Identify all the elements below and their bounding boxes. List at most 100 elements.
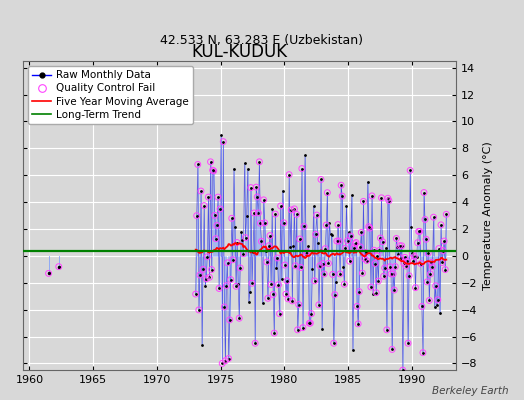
Point bbox=[252, 184, 260, 190]
Point bbox=[228, 256, 237, 263]
Point bbox=[260, 220, 269, 226]
Point bbox=[242, 234, 250, 241]
Point bbox=[441, 266, 450, 273]
Point bbox=[438, 259, 446, 266]
Point bbox=[232, 283, 240, 290]
Point bbox=[402, 263, 410, 269]
Point bbox=[442, 211, 451, 218]
Point bbox=[267, 281, 275, 288]
Point bbox=[212, 236, 220, 242]
Point bbox=[374, 278, 383, 284]
Point bbox=[409, 258, 418, 264]
Point bbox=[281, 262, 289, 268]
Point bbox=[408, 250, 417, 257]
Point bbox=[302, 251, 310, 257]
Point bbox=[368, 193, 376, 199]
Point bbox=[321, 246, 330, 252]
Point bbox=[199, 266, 208, 272]
Point bbox=[324, 260, 333, 266]
Point bbox=[194, 307, 203, 313]
Point bbox=[386, 264, 394, 270]
Point bbox=[316, 262, 324, 269]
Point bbox=[416, 228, 424, 234]
Point bbox=[226, 276, 235, 283]
Point bbox=[431, 282, 440, 289]
Point bbox=[426, 271, 434, 277]
Point bbox=[250, 210, 258, 216]
Point bbox=[376, 235, 385, 241]
Point bbox=[413, 240, 422, 246]
Point bbox=[248, 280, 256, 286]
Point bbox=[422, 236, 430, 242]
Point bbox=[220, 304, 228, 310]
Point bbox=[343, 238, 352, 244]
Point bbox=[224, 355, 233, 362]
Point bbox=[395, 242, 403, 249]
Point bbox=[225, 317, 234, 323]
Point bbox=[54, 264, 63, 270]
Point bbox=[401, 254, 409, 260]
Point bbox=[358, 270, 367, 276]
Point bbox=[45, 270, 53, 276]
Point bbox=[274, 282, 282, 288]
Point bbox=[204, 194, 213, 200]
Point bbox=[203, 254, 212, 260]
Point bbox=[366, 225, 374, 231]
Point bbox=[292, 211, 301, 218]
Point bbox=[235, 315, 243, 322]
Point bbox=[193, 161, 202, 168]
Point bbox=[277, 203, 285, 209]
Point bbox=[414, 228, 423, 234]
Point bbox=[367, 284, 375, 290]
Point bbox=[218, 360, 226, 367]
Point bbox=[200, 202, 209, 209]
Point bbox=[236, 265, 245, 271]
Point bbox=[311, 231, 320, 238]
Point bbox=[335, 238, 343, 244]
Point bbox=[389, 271, 397, 277]
Point bbox=[377, 195, 386, 201]
Point bbox=[419, 350, 427, 356]
Point bbox=[355, 288, 363, 295]
Point bbox=[391, 263, 399, 270]
Point bbox=[219, 138, 227, 145]
Point bbox=[209, 167, 217, 173]
Point bbox=[350, 245, 358, 251]
Point bbox=[433, 296, 442, 303]
Point bbox=[283, 278, 291, 284]
Point bbox=[363, 257, 371, 264]
Point bbox=[215, 285, 223, 292]
Text: 42.533 N, 63.283 E (Uzbekistan): 42.533 N, 63.283 E (Uzbekistan) bbox=[160, 34, 364, 47]
Point bbox=[306, 320, 314, 326]
Point bbox=[388, 346, 396, 353]
Point bbox=[322, 222, 331, 228]
Point bbox=[423, 279, 431, 285]
Point bbox=[208, 266, 216, 273]
Point bbox=[251, 340, 259, 346]
Point bbox=[340, 281, 348, 287]
Point bbox=[253, 194, 261, 200]
Point bbox=[371, 260, 379, 267]
Point bbox=[205, 274, 214, 280]
Point bbox=[287, 207, 296, 213]
Point bbox=[353, 303, 361, 310]
Point bbox=[296, 236, 304, 242]
Point bbox=[285, 172, 293, 178]
Point bbox=[372, 290, 380, 296]
Point bbox=[319, 260, 328, 267]
Y-axis label: Temperature Anomaly (°C): Temperature Anomaly (°C) bbox=[483, 141, 493, 290]
Point bbox=[421, 216, 429, 223]
Point bbox=[390, 287, 398, 293]
Point bbox=[214, 194, 222, 200]
Point bbox=[273, 255, 281, 261]
Point bbox=[290, 206, 299, 212]
Point bbox=[354, 321, 362, 327]
Point bbox=[197, 188, 205, 194]
Point bbox=[264, 295, 272, 302]
Point bbox=[387, 271, 395, 277]
Point bbox=[411, 284, 420, 291]
Point bbox=[334, 221, 342, 228]
Title: KUL-KUDUK: KUL-KUDUK bbox=[192, 43, 288, 61]
Point bbox=[379, 273, 388, 280]
Point bbox=[383, 327, 391, 333]
